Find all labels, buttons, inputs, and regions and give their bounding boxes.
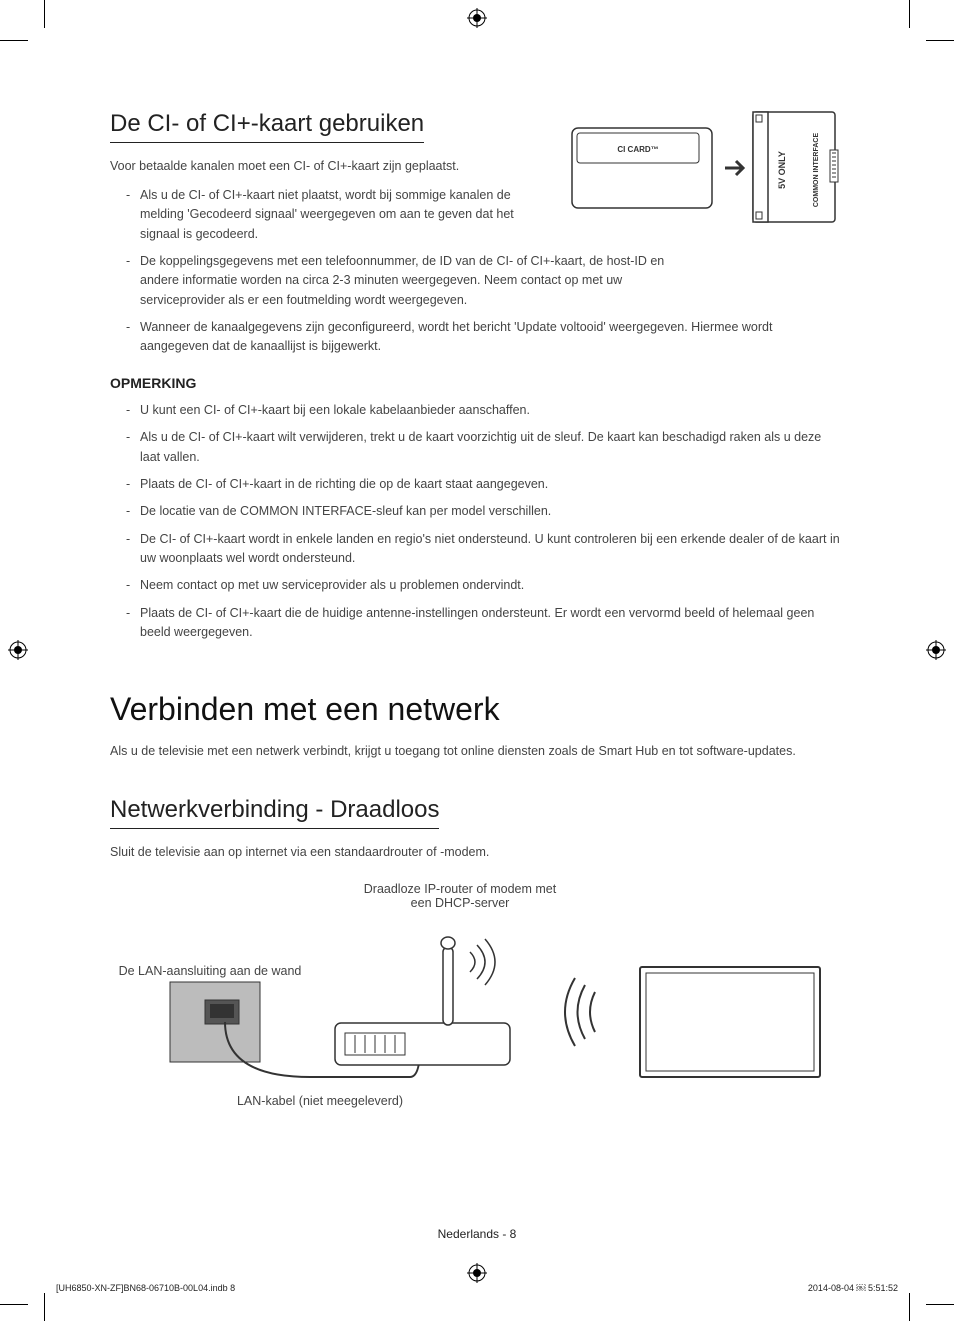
- list-item: Als u de CI- of CI+-kaart wilt verwijder…: [126, 428, 840, 467]
- registration-mark-bottom: [467, 1263, 487, 1283]
- doc-timestamp: 2014-08-04 ￼ 5:51:52: [808, 1283, 898, 1293]
- crop-mark: [44, 1293, 45, 1321]
- list-item: De koppelingsgegevens met een telefoonnu…: [126, 252, 840, 310]
- crop-mark: [0, 40, 28, 41]
- list-item: Plaats de CI- of CI+-kaart die de huidig…: [126, 604, 840, 643]
- registration-mark-left: [8, 640, 28, 660]
- notes-list: U kunt een CI- of CI+-kaart bij een loka…: [126, 401, 840, 643]
- crop-mark: [909, 0, 910, 28]
- section2-intro: Als u de televisie met een netwerk verbi…: [110, 742, 840, 761]
- section1-list: Als u de CI- of CI+-kaart niet plaatst, …: [126, 186, 540, 244]
- cable-label: LAN-kabel (niet meegeleverd): [220, 1094, 420, 1108]
- crop-mark: [926, 1304, 954, 1305]
- opmerking-heading: OPMERKING: [110, 375, 840, 391]
- page-content: CI CARD™ 5V ONLY COMMON INTERFACE De CI-…: [110, 110, 840, 1102]
- section3-intro: Sluit de televisie aan op internet via e…: [110, 843, 840, 862]
- crop-mark: [0, 1304, 28, 1305]
- doc-ref: [UH6850-XN-ZF]BN68-06710B-00L04.indb 8: [56, 1283, 235, 1293]
- list-item: Neem contact op met uw serviceprovider a…: [126, 576, 840, 595]
- registration-mark-right: [926, 640, 946, 660]
- ci-card-diagram: CI CARD™ 5V ONLY COMMON INTERFACE: [570, 110, 840, 230]
- section3-heading: Netwerkverbinding - Draadloos: [110, 796, 439, 829]
- list-item: U kunt een CI- of CI+-kaart bij een loka…: [126, 401, 840, 420]
- network-diagram: Draadloze IP-router of modem met een DHC…: [110, 882, 840, 1102]
- page-number: Nederlands - 8: [0, 1227, 954, 1241]
- list-item: Plaats de CI- of CI+-kaart in de richtin…: [126, 475, 840, 494]
- slot-5v-label: 5V ONLY: [777, 151, 787, 189]
- doc-footer: [UH6850-XN-ZF]BN68-06710B-00L04.indb 8 2…: [56, 1283, 898, 1293]
- list-item: Wanneer de kanaalgegevens zijn geconfigu…: [126, 318, 840, 357]
- registration-mark-top: [467, 8, 487, 28]
- crop-mark: [44, 0, 45, 28]
- list-item: Als u de CI- of CI+-kaart niet plaatst, …: [126, 186, 540, 244]
- slot-ci-label: COMMON INTERFACE: [813, 133, 820, 208]
- section1-heading: De CI- of CI+-kaart gebruiken: [110, 110, 424, 143]
- list-item: De locatie van de COMMON INTERFACE-sleuf…: [126, 502, 840, 521]
- section1-list-cont: De koppelingsgegevens met een telefoonnu…: [126, 252, 840, 357]
- crop-mark: [909, 1293, 910, 1321]
- section2-heading: Verbinden met een netwerk: [110, 691, 840, 728]
- ci-card-label: CI CARD™: [617, 145, 658, 154]
- crop-mark: [926, 40, 954, 41]
- list-item: De CI- of CI+-kaart wordt in enkele land…: [126, 530, 840, 569]
